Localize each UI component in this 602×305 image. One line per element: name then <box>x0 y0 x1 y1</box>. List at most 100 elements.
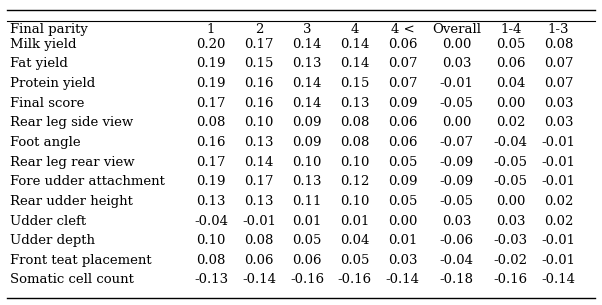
Text: 0.17: 0.17 <box>196 156 226 169</box>
Text: 0.17: 0.17 <box>196 97 226 110</box>
Text: 1-3: 1-3 <box>548 23 569 36</box>
Text: 0.05: 0.05 <box>340 254 370 267</box>
Text: 0.19: 0.19 <box>196 77 226 90</box>
Text: -0.05: -0.05 <box>494 175 528 188</box>
Text: 0.01: 0.01 <box>388 234 418 247</box>
Text: 0.14: 0.14 <box>293 97 321 110</box>
Text: 0.07: 0.07 <box>544 77 574 90</box>
Text: 0.08: 0.08 <box>244 234 274 247</box>
Text: 0.03: 0.03 <box>496 214 526 228</box>
Text: 0.17: 0.17 <box>244 38 274 51</box>
Text: 0.02: 0.02 <box>496 116 526 129</box>
Text: Udder depth: Udder depth <box>10 234 95 247</box>
Text: Rear udder height: Rear udder height <box>10 195 133 208</box>
Text: -0.01: -0.01 <box>242 214 276 228</box>
Text: -0.01: -0.01 <box>542 254 576 267</box>
Text: 0.02: 0.02 <box>544 195 573 208</box>
Text: 0.06: 0.06 <box>244 254 274 267</box>
Text: 0.13: 0.13 <box>292 57 321 70</box>
Text: 1: 1 <box>207 23 216 36</box>
Text: Final parity: Final parity <box>10 23 88 36</box>
Text: 0.00: 0.00 <box>442 116 471 129</box>
Text: -0.18: -0.18 <box>440 274 474 286</box>
Text: -0.16: -0.16 <box>338 274 372 286</box>
Text: 0.00: 0.00 <box>442 38 471 51</box>
Text: -0.07: -0.07 <box>439 136 474 149</box>
Text: 0.10: 0.10 <box>293 156 321 169</box>
Text: 0.04: 0.04 <box>496 77 526 90</box>
Text: 0.09: 0.09 <box>292 136 321 149</box>
Text: 0.10: 0.10 <box>196 234 226 247</box>
Text: 0.08: 0.08 <box>544 38 573 51</box>
Text: 0.06: 0.06 <box>496 57 526 70</box>
Text: 0.06: 0.06 <box>388 136 418 149</box>
Text: 0.00: 0.00 <box>496 195 526 208</box>
Text: Fore udder attachment: Fore udder attachment <box>10 175 166 188</box>
Text: -0.13: -0.13 <box>194 274 228 286</box>
Text: 0.03: 0.03 <box>442 214 471 228</box>
Text: -0.09: -0.09 <box>439 156 474 169</box>
Text: 0.15: 0.15 <box>340 77 370 90</box>
Text: 0.14: 0.14 <box>244 156 274 169</box>
Text: 0.00: 0.00 <box>496 97 526 110</box>
Text: 0.05: 0.05 <box>496 38 526 51</box>
Text: 0.08: 0.08 <box>196 254 226 267</box>
Text: 0.04: 0.04 <box>340 234 370 247</box>
Text: Somatic cell count: Somatic cell count <box>10 274 134 286</box>
Text: 0.07: 0.07 <box>544 57 574 70</box>
Text: -0.16: -0.16 <box>290 274 324 286</box>
Text: -0.05: -0.05 <box>494 156 528 169</box>
Text: 0.03: 0.03 <box>544 116 574 129</box>
Text: -0.03: -0.03 <box>494 234 528 247</box>
Text: 0.05: 0.05 <box>388 195 418 208</box>
Text: 0.05: 0.05 <box>293 234 321 247</box>
Text: 0.10: 0.10 <box>340 156 370 169</box>
Text: 0.13: 0.13 <box>340 97 370 110</box>
Text: 0.09: 0.09 <box>388 97 418 110</box>
Text: 0.13: 0.13 <box>244 136 274 149</box>
Text: 0.11: 0.11 <box>293 195 321 208</box>
Text: -0.06: -0.06 <box>439 234 474 247</box>
Text: 0.01: 0.01 <box>340 214 370 228</box>
Text: 0.06: 0.06 <box>292 254 321 267</box>
Text: -0.01: -0.01 <box>542 175 576 188</box>
Text: 0.16: 0.16 <box>244 77 274 90</box>
Text: 0.00: 0.00 <box>388 214 418 228</box>
Text: -0.01: -0.01 <box>542 234 576 247</box>
Text: Overall: Overall <box>432 23 481 36</box>
Text: 0.07: 0.07 <box>388 77 418 90</box>
Text: 0.15: 0.15 <box>244 57 274 70</box>
Text: -0.01: -0.01 <box>542 136 576 149</box>
Text: -0.04: -0.04 <box>494 136 528 149</box>
Text: 0.06: 0.06 <box>388 116 418 129</box>
Text: 0.09: 0.09 <box>292 116 321 129</box>
Text: 0.09: 0.09 <box>388 175 418 188</box>
Text: 0.13: 0.13 <box>196 195 226 208</box>
Text: 0.05: 0.05 <box>388 156 418 169</box>
Text: 0.06: 0.06 <box>388 38 418 51</box>
Text: -0.04: -0.04 <box>440 254 474 267</box>
Text: 0.02: 0.02 <box>544 214 573 228</box>
Text: 0.14: 0.14 <box>340 38 370 51</box>
Text: 0.10: 0.10 <box>340 195 370 208</box>
Text: 0.03: 0.03 <box>388 254 418 267</box>
Text: 3: 3 <box>303 23 311 36</box>
Text: -0.05: -0.05 <box>440 195 474 208</box>
Text: 0.07: 0.07 <box>388 57 418 70</box>
Text: 0.13: 0.13 <box>292 175 321 188</box>
Text: -0.05: -0.05 <box>440 97 474 110</box>
Text: 0.16: 0.16 <box>196 136 226 149</box>
Text: 0.14: 0.14 <box>293 38 321 51</box>
Text: 0.16: 0.16 <box>244 97 274 110</box>
Text: 4 <: 4 < <box>391 23 415 36</box>
Text: 1-4: 1-4 <box>500 23 521 36</box>
Text: 0.03: 0.03 <box>544 97 574 110</box>
Text: Rear leg side view: Rear leg side view <box>10 116 134 129</box>
Text: Protein yield: Protein yield <box>10 77 96 90</box>
Text: 0.13: 0.13 <box>244 195 274 208</box>
Text: -0.01: -0.01 <box>542 156 576 169</box>
Text: Udder cleft: Udder cleft <box>10 214 87 228</box>
Text: Rear leg rear view: Rear leg rear view <box>10 156 135 169</box>
Text: -0.14: -0.14 <box>242 274 276 286</box>
Text: -0.14: -0.14 <box>386 274 420 286</box>
